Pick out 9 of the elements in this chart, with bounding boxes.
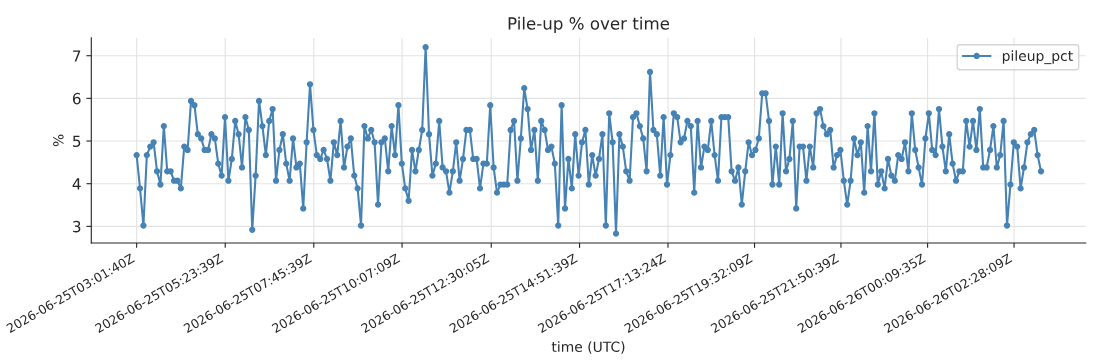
y-axis-title: %	[53, 134, 64, 147]
y-tick-label: 4	[72, 178, 81, 190]
y-tick-label: 7	[73, 50, 81, 62]
y-tick-label: 6	[72, 92, 81, 105]
y-tick-label: 3	[73, 220, 81, 233]
x-axis-title: time (UTC)	[551, 341, 625, 354]
legend-label: pileup_pct	[1002, 50, 1073, 65]
y-tick-label: 5	[73, 135, 81, 148]
chart-title: Pile-up % over time	[508, 16, 670, 33]
